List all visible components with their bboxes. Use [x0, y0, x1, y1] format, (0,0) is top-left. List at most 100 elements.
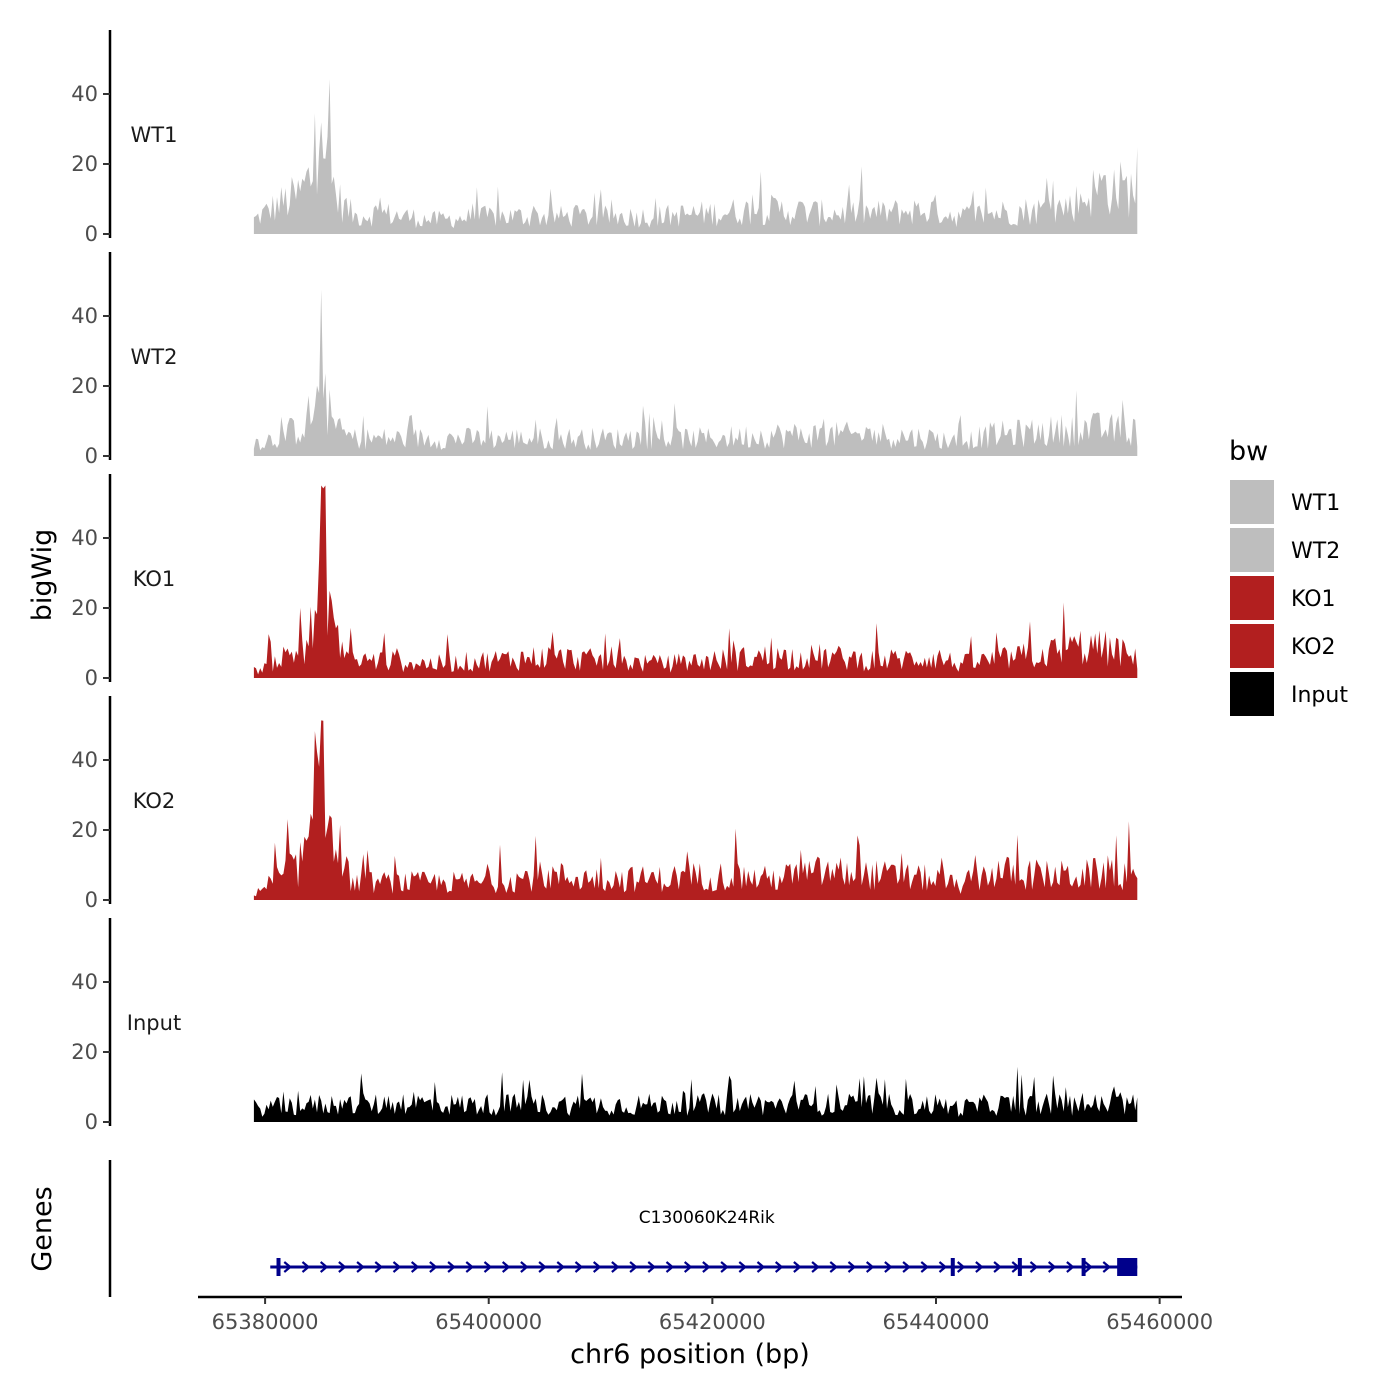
legend-swatch-wt1 — [1230, 480, 1274, 524]
gene-exon-large — [1117, 1258, 1138, 1276]
strand-arrow — [738, 1261, 747, 1273]
legend-label: Input — [1291, 683, 1348, 708]
panel-input: 0 20 40 Input — [71, 918, 1138, 1134]
signal-area-ko1 — [253, 485, 1138, 678]
signal-panels: 0 20 40 WT1 0 20 40 WT2 0 20 40 KO1 0 20 40 KO2 0 20 40 Inp… — [71, 30, 1138, 1134]
strand-arrow — [429, 1261, 438, 1273]
track-label: WT2 — [131, 345, 178, 369]
x-tick-label: 65460000 — [1106, 1310, 1213, 1334]
signal-area-wt2 — [253, 289, 1138, 456]
strand-arrow — [774, 1261, 784, 1273]
strand-arrow — [938, 1261, 948, 1273]
track-label: WT1 — [131, 123, 178, 147]
y-tick-label: 40 — [71, 304, 98, 328]
track-label: KO1 — [133, 567, 176, 591]
strand-arrow — [793, 1261, 802, 1273]
strand-arrow — [556, 1261, 565, 1273]
strand-arrow — [447, 1261, 456, 1273]
legend-label: WT1 — [1291, 491, 1340, 516]
strand-arrow — [410, 1261, 420, 1273]
strand-arrow — [629, 1261, 638, 1273]
panel-ko1: 0 20 40 KO1 — [71, 474, 1138, 690]
strand-arrow — [1066, 1261, 1075, 1273]
strand-arrow — [374, 1261, 383, 1273]
strand-arrow — [611, 1261, 620, 1273]
strand-arrow — [356, 1261, 365, 1273]
strand-arrow — [392, 1261, 402, 1273]
legend-title: bw — [1229, 436, 1268, 467]
strand-arrow — [283, 1261, 292, 1273]
panel-ko2: 0 20 40 KO2 — [71, 696, 1138, 912]
y-tick-label: 0 — [85, 444, 98, 468]
gene-exon — [276, 1258, 281, 1276]
strand-arrow — [647, 1261, 656, 1273]
strand-arrow — [956, 1261, 966, 1273]
strand-arrow — [683, 1261, 693, 1273]
gene-name: C130060K24Rik — [639, 1208, 775, 1228]
strand-arrow — [1029, 1261, 1039, 1273]
strand-arrow — [574, 1261, 584, 1273]
panel-wt2: 0 20 40 WT2 — [71, 252, 1138, 468]
genes-track: C130060K24Rik — [108, 1160, 1138, 1297]
y-tick-label: 20 — [71, 374, 98, 398]
strand-arrow — [1102, 1261, 1111, 1273]
legend-swatch-wt2 — [1230, 528, 1274, 572]
x-axis: 65380000 65400000 65420000 65440000 65460000 — [198, 1295, 1213, 1334]
y-tick-label: 20 — [71, 818, 98, 842]
y-tick-label: 40 — [71, 748, 98, 772]
strand-arrow — [847, 1261, 857, 1273]
y-tick-label: 0 — [85, 222, 98, 246]
strand-arrow — [829, 1261, 838, 1273]
y-tick-label: 20 — [71, 1040, 98, 1064]
legend-swatch-ko1 — [1230, 576, 1274, 620]
y-tick-label: 0 — [85, 888, 98, 912]
x-tick-label: 65380000 — [212, 1310, 319, 1334]
y-tick-label: 20 — [71, 152, 98, 176]
strand-arrow — [884, 1261, 893, 1273]
y-tick-label: 0 — [85, 1110, 98, 1134]
strand-arrow — [865, 1261, 875, 1273]
legend-label: WT2 — [1291, 539, 1340, 564]
legend: bw WT1 WT2 KO1 KO2 Input — [1229, 436, 1348, 716]
gene-exon — [1017, 1258, 1022, 1276]
track-label: Input — [127, 1011, 181, 1035]
legend-swatch-input — [1230, 672, 1274, 716]
strand-arrow — [592, 1261, 602, 1273]
y-tick-label: 40 — [71, 526, 98, 550]
strand-arrow — [720, 1261, 729, 1273]
legend-label: KO1 — [1291, 587, 1336, 612]
y-tick-label: 40 — [71, 82, 98, 106]
track-label: KO2 — [133, 789, 176, 813]
gene-exon — [1081, 1258, 1086, 1276]
x-tick-label: 65440000 — [883, 1310, 990, 1334]
strand-arrow — [483, 1261, 493, 1273]
strand-arrow — [301, 1261, 311, 1273]
strand-arrow — [702, 1261, 711, 1273]
signal-area-ko2 — [253, 720, 1138, 900]
y-tick-label: 0 — [85, 666, 98, 690]
y-tick-label: 20 — [71, 596, 98, 620]
strand-arrow — [520, 1261, 529, 1273]
y-tick-label: 40 — [71, 970, 98, 994]
x-axis-title: chr6 position (bp) — [570, 1339, 810, 1370]
strand-arrow — [756, 1261, 766, 1273]
signal-area-wt1 — [253, 79, 1138, 234]
signal-area-input — [253, 1066, 1138, 1122]
strand-arrow — [465, 1261, 474, 1273]
strand-arrow — [1047, 1261, 1057, 1273]
strand-arrow — [319, 1261, 329, 1273]
panel-wt1: 0 20 40 WT1 — [71, 30, 1138, 246]
strand-arrow — [538, 1261, 547, 1273]
strand-arrow — [920, 1261, 929, 1273]
strand-arrow — [501, 1261, 511, 1273]
x-tick-label: 65420000 — [659, 1310, 766, 1334]
strand-arrow — [993, 1261, 1002, 1273]
strand-arrow — [975, 1261, 984, 1273]
legend-swatch-ko2 — [1230, 624, 1274, 668]
strand-arrow — [811, 1261, 820, 1273]
strand-arrow — [338, 1261, 347, 1273]
strand-arrow — [1084, 1261, 1093, 1273]
y-axis-title: bigWig — [27, 529, 58, 622]
strand-arrow — [902, 1261, 911, 1273]
